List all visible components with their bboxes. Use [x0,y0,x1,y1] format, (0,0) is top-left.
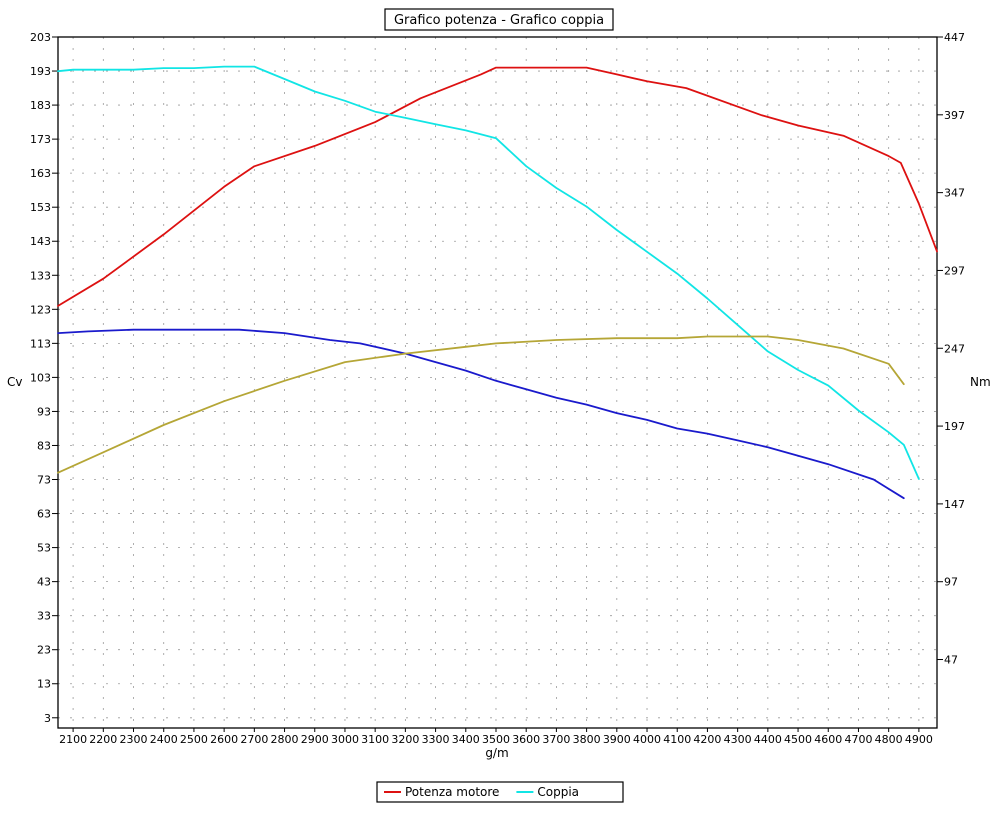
y-right-tick-label: 447 [944,31,965,44]
y-left-tick-label: 3 [44,712,51,725]
plot-area [57,36,938,729]
y-left-tick-label: 163 [30,167,51,180]
x-tick-label: 3900 [603,733,631,746]
x-tick-label: 3700 [542,733,570,746]
y-left-tick-label: 153 [30,201,51,214]
x-tick-label: 3500 [482,733,510,746]
y-left-tick-label: 103 [30,371,51,384]
y-axis-left-label: Cv [7,375,22,389]
x-tick-label: 2200 [89,733,117,746]
x-tick-label: 3100 [361,733,389,746]
y-right-tick-label: 97 [944,576,958,589]
x-tick-label: 4000 [633,733,661,746]
x-tick-label: 4200 [693,733,721,746]
x-axis: 2100 2200 2300 2400 2500 2600 2700 2800 2900 3000… [59,728,933,746]
x-tick-label: 3600 [512,733,540,746]
series-line-1 [57,65,920,480]
x-axis-label: g/m [485,746,508,760]
series-layer [57,65,938,500]
y-axis-right: 47 97 147 197 247 297 347 397 447 [937,31,965,667]
y-right-tick-label: 197 [944,420,965,433]
y-right-tick-label: 347 [944,187,965,200]
y-left-tick-label: 133 [30,269,51,282]
x-tick-label: 4700 [844,733,872,746]
x-tick-label: 2600 [210,733,238,746]
y-right-tick-label: 297 [944,264,965,277]
x-tick-label: 4900 [905,733,933,746]
x-tick-label: 2800 [271,733,299,746]
y-right-tick-label: 147 [944,498,965,511]
y-left-tick-label: 53 [37,542,51,555]
x-tick-label: 4100 [663,733,691,746]
y-axis-right-label: Nm [970,375,991,389]
legend-box [376,781,624,803]
y-left-tick-label: 123 [30,303,51,316]
x-tick-label: 3300 [422,733,450,746]
y-left-tick-label: 203 [30,31,51,44]
y-left-tick-label: 143 [30,235,51,248]
series-line-0 [57,66,938,307]
x-tick-label: 4400 [754,733,782,746]
y-right-tick-label: 247 [944,342,965,355]
x-tick-label: 3200 [391,733,419,746]
x-tick-label: 2300 [120,733,148,746]
chart-title-text: Grafico potenza - Grafico coppia [394,13,604,28]
series-line-2 [57,328,905,500]
y-left-tick-label: 43 [37,576,51,589]
y-left-tick-label: 73 [37,474,51,487]
x-tick-label: 2900 [301,733,329,746]
x-tick-label: 3000 [331,733,359,746]
y-left-tick-label: 183 [30,99,51,112]
x-tick-label: 2500 [180,733,208,746]
x-tick-label: 3400 [452,733,480,746]
legend-label: Potenza motore [405,785,499,799]
x-tick-label: 2400 [150,733,178,746]
y-left-tick-label: 33 [37,610,51,623]
legend-label: Coppia [537,785,579,799]
y-left-tick-label: 83 [37,439,51,452]
plot-border [57,36,938,729]
y-right-tick-label: 47 [944,654,958,667]
x-tick-label: 4500 [784,733,812,746]
x-tick-label: 2700 [240,733,268,746]
y-left-tick-label: 173 [30,133,51,146]
x-tick-label: 4300 [724,733,752,746]
y-left-tick-label: 63 [37,508,51,521]
chart-title-box [384,8,614,31]
y-left-tick-label: 13 [37,678,51,691]
x-tick-label: 4800 [875,733,903,746]
legend: Potenza motore Coppia [376,781,624,803]
series-line-3 [57,335,905,474]
chart-title: Grafico potenza - Grafico coppia [384,8,614,31]
x-tick-label: 2100 [59,733,87,746]
y-left-tick-label: 113 [30,337,51,350]
y-axis-left: 3 13 23 33 43 53 63 73 83 93 103 113 123 133 143 153 163… [30,31,58,725]
x-tick-label: 4600 [814,733,842,746]
y-right-tick-label: 397 [944,109,965,122]
x-tick-label: 3800 [573,733,601,746]
y-left-tick-label: 23 [37,644,51,657]
y-left-tick-label: 93 [37,405,51,418]
y-left-tick-label: 193 [30,65,51,78]
